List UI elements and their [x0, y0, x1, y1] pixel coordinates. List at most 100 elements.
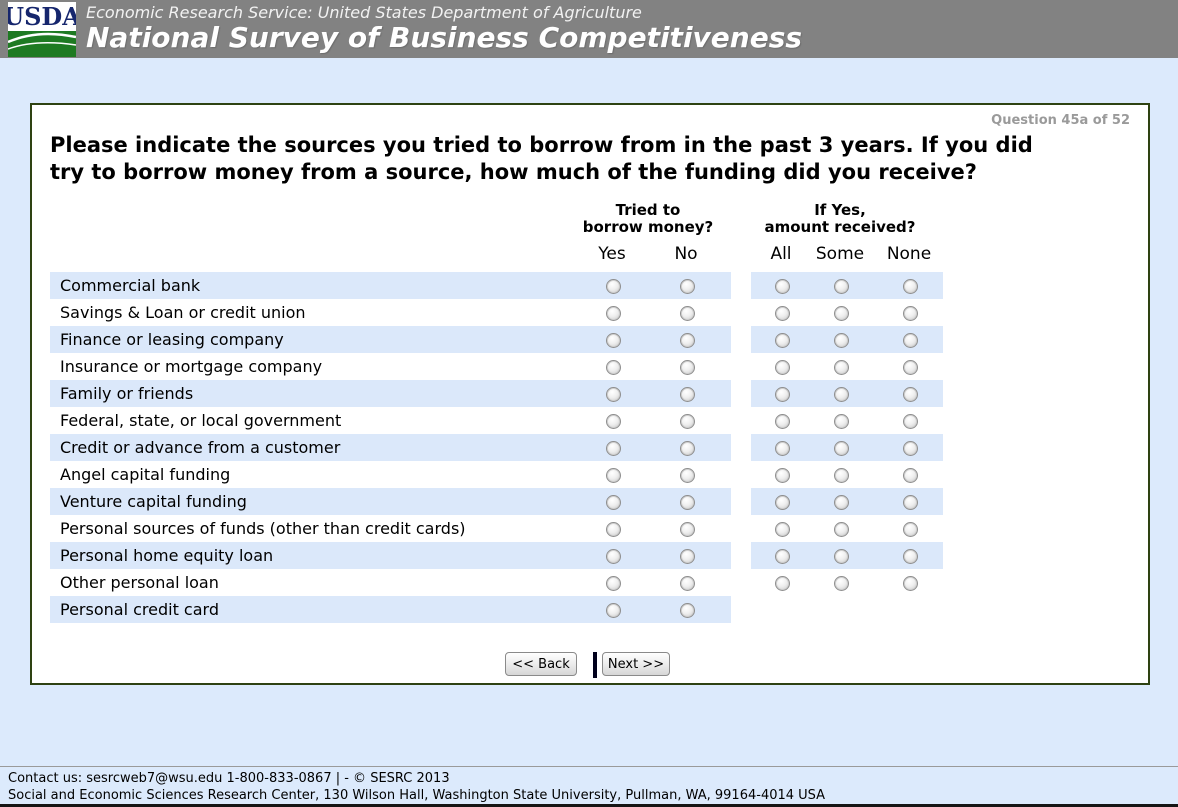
- next-button[interactable]: Next >>: [602, 652, 670, 676]
- radio-commercial-bank-yes[interactable]: [606, 279, 621, 294]
- table-row-family-or-friends: Family or friends: [32, 380, 1148, 407]
- radio-family-or-friends-yes[interactable]: [606, 387, 621, 402]
- radio-venture-capital-funding-no[interactable]: [680, 495, 695, 510]
- radio-finance-or-leasing-company-all[interactable]: [775, 333, 790, 348]
- group2-header-line2: amount received?: [764, 218, 916, 236]
- radio-personal-credit-card-yes[interactable]: [606, 603, 621, 618]
- table-row-savings-loan-or-credit-union: Savings & Loan or credit union: [32, 299, 1148, 326]
- radio-venture-capital-funding-yes[interactable]: [606, 495, 621, 510]
- radio-angel-capital-funding-none[interactable]: [903, 468, 918, 483]
- radio-federal-state-or-local-government-none[interactable]: [903, 414, 918, 429]
- radio-insurance-or-mortgage-company-some[interactable]: [834, 360, 849, 375]
- column-group-tried-to-borrow: Tried to borrow money?: [548, 202, 748, 236]
- radio-savings-loan-or-credit-union-no[interactable]: [680, 306, 695, 321]
- radio-family-or-friends-all[interactable]: [775, 387, 790, 402]
- radio-savings-loan-or-credit-union-all[interactable]: [775, 306, 790, 321]
- table-row-personal-credit-card: Personal credit card: [32, 596, 1148, 623]
- question-number: Question 45a of 52: [991, 113, 1130, 128]
- radio-finance-or-leasing-company-no[interactable]: [680, 333, 695, 348]
- radio-savings-loan-or-credit-union-some[interactable]: [834, 306, 849, 321]
- radio-family-or-friends-no[interactable]: [680, 387, 695, 402]
- radio-personal-home-equity-loan-none[interactable]: [903, 549, 918, 564]
- radio-personal-credit-card-no[interactable]: [680, 603, 695, 618]
- table-row-venture-capital-funding: Venture capital funding: [32, 488, 1148, 515]
- table-row-other-personal-loan: Other personal loan: [32, 569, 1148, 596]
- radio-venture-capital-funding-some[interactable]: [834, 495, 849, 510]
- radio-personal-home-equity-loan-no[interactable]: [680, 549, 695, 564]
- radio-family-or-friends-some[interactable]: [834, 387, 849, 402]
- radio-personal-home-equity-loan-all[interactable]: [775, 549, 790, 564]
- radio-other-personal-loan-none[interactable]: [903, 576, 918, 591]
- radio-venture-capital-funding-none[interactable]: [903, 495, 918, 510]
- radio-insurance-or-mortgage-company-all[interactable]: [775, 360, 790, 375]
- radio-insurance-or-mortgage-company-yes[interactable]: [606, 360, 621, 375]
- radio-savings-loan-or-credit-union-yes[interactable]: [606, 306, 621, 321]
- radio-other-personal-loan-yes[interactable]: [606, 576, 621, 591]
- radio-credit-or-advance-from-a-customer-yes[interactable]: [606, 441, 621, 456]
- radio-federal-state-or-local-government-yes[interactable]: [606, 414, 621, 429]
- row-label: Other personal loan: [60, 573, 219, 592]
- footer: Contact us: sesrcweb7@wsu.edu 1-800-833-…: [0, 766, 1178, 805]
- radio-other-personal-loan-some[interactable]: [834, 576, 849, 591]
- row-label: Finance or leasing company: [60, 330, 284, 349]
- radio-angel-capital-funding-all[interactable]: [775, 468, 790, 483]
- question-text: Please indicate the sources you tried to…: [50, 132, 1033, 186]
- radio-commercial-bank-none[interactable]: [903, 279, 918, 294]
- radio-personal-sources-of-funds-other-than-credit-cards-all[interactable]: [775, 522, 790, 537]
- radio-angel-capital-funding-some[interactable]: [834, 468, 849, 483]
- table-row-angel-capital-funding: Angel capital funding: [32, 461, 1148, 488]
- agency-line: Economic Research Service: United States…: [86, 3, 642, 22]
- radio-personal-sources-of-funds-other-than-credit-cards-no[interactable]: [680, 522, 695, 537]
- row-label: Commercial bank: [60, 276, 201, 295]
- radio-federal-state-or-local-government-no[interactable]: [680, 414, 695, 429]
- table-row-personal-sources-of-funds-other-than-credit-cards: Personal sources of funds (other than cr…: [32, 515, 1148, 542]
- question-text-line2: try to borrow money from a source, how m…: [50, 160, 977, 184]
- table-row-credit-or-advance-from-a-customer: Credit or advance from a customer: [32, 434, 1148, 461]
- radio-commercial-bank-no[interactable]: [680, 279, 695, 294]
- radio-credit-or-advance-from-a-customer-some[interactable]: [834, 441, 849, 456]
- radio-personal-home-equity-loan-yes[interactable]: [606, 549, 621, 564]
- radio-credit-or-advance-from-a-customer-none[interactable]: [903, 441, 918, 456]
- radio-personal-sources-of-funds-other-than-credit-cards-some[interactable]: [834, 522, 849, 537]
- usda-logo: USDA: [3, 2, 81, 57]
- footer-contact-line: Contact us: sesrcweb7@wsu.edu 1-800-833-…: [8, 771, 450, 786]
- nav-buttons: << Back Next >>: [32, 652, 1148, 682]
- radio-personal-home-equity-loan-some[interactable]: [834, 549, 849, 564]
- radio-venture-capital-funding-all[interactable]: [775, 495, 790, 510]
- radio-federal-state-or-local-government-all[interactable]: [775, 414, 790, 429]
- usda-logo-image: USDA: [3, 2, 81, 57]
- radio-commercial-bank-some[interactable]: [834, 279, 849, 294]
- radio-other-personal-loan-no[interactable]: [680, 576, 695, 591]
- usda-logo-text: USDA: [8, 2, 76, 31]
- radio-angel-capital-funding-yes[interactable]: [606, 468, 621, 483]
- radio-other-personal-loan-all[interactable]: [775, 576, 790, 591]
- row-label: Personal home equity loan: [60, 546, 274, 565]
- column-label-yes: Yes: [598, 244, 626, 264]
- radio-finance-or-leasing-company-some[interactable]: [834, 333, 849, 348]
- group1-header-line2: borrow money?: [582, 218, 714, 236]
- radio-federal-state-or-local-government-some[interactable]: [834, 414, 849, 429]
- column-label-all: All: [770, 244, 792, 264]
- column-label-none: None: [886, 244, 932, 264]
- radio-credit-or-advance-from-a-customer-all[interactable]: [775, 441, 790, 456]
- radio-finance-or-leasing-company-none[interactable]: [903, 333, 918, 348]
- column-label-some: Some: [815, 244, 865, 264]
- table-row-insurance-or-mortgage-company: Insurance or mortgage company: [32, 353, 1148, 380]
- footer-address-line: Social and Economic Sciences Research Ce…: [8, 788, 826, 803]
- column-group-amount-received: If Yes, amount received?: [720, 202, 960, 236]
- question-text-line1: Please indicate the sources you tried to…: [50, 133, 1033, 157]
- radio-commercial-bank-all[interactable]: [775, 279, 790, 294]
- bottom-border-bar: [0, 804, 1178, 807]
- radio-personal-sources-of-funds-other-than-credit-cards-yes[interactable]: [606, 522, 621, 537]
- radio-family-or-friends-none[interactable]: [903, 387, 918, 402]
- survey-rows: Commercial bank Savings & Loan or credit …: [32, 272, 1148, 623]
- radio-insurance-or-mortgage-company-none[interactable]: [903, 360, 918, 375]
- radio-savings-loan-or-credit-union-none[interactable]: [903, 306, 918, 321]
- radio-credit-or-advance-from-a-customer-no[interactable]: [680, 441, 695, 456]
- row-label: Credit or advance from a customer: [60, 438, 341, 457]
- radio-angel-capital-funding-no[interactable]: [680, 468, 695, 483]
- radio-insurance-or-mortgage-company-no[interactable]: [680, 360, 695, 375]
- radio-finance-or-leasing-company-yes[interactable]: [606, 333, 621, 348]
- back-button[interactable]: << Back: [505, 652, 577, 676]
- radio-personal-sources-of-funds-other-than-credit-cards-none[interactable]: [903, 522, 918, 537]
